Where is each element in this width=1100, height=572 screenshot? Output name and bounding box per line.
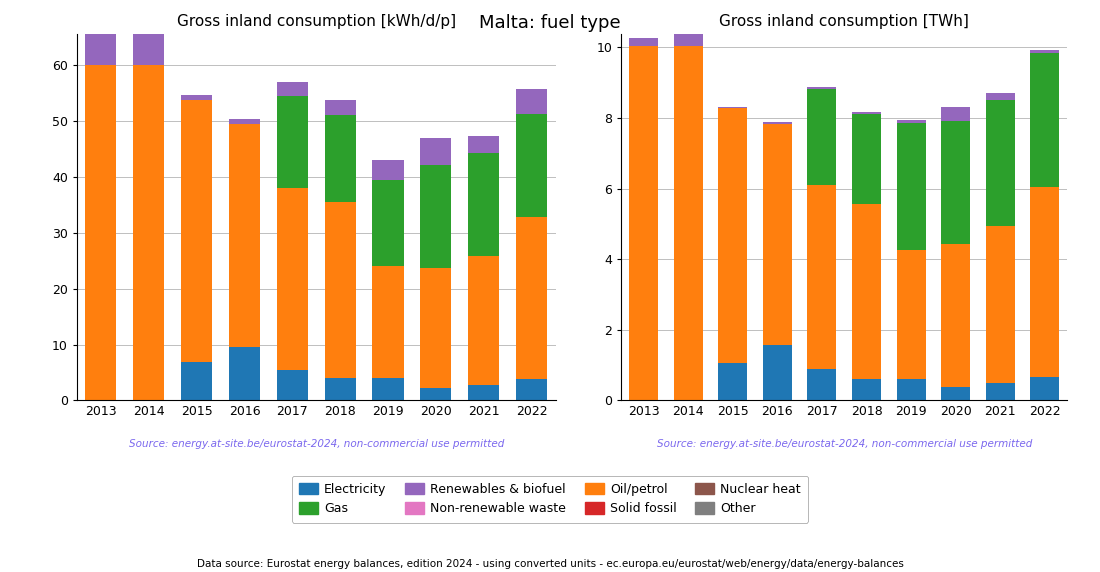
Bar	[763, 344, 792, 400]
Bar	[942, 107, 970, 121]
Bar	[469, 385, 499, 400]
Bar	[986, 93, 1014, 100]
Bar	[807, 88, 836, 89]
Bar	[133, 65, 164, 400]
Bar	[718, 107, 747, 109]
Bar	[420, 388, 451, 400]
Bar	[852, 112, 881, 114]
Text: Data source: Eurostat energy balances, edition 2024 - using converted units - ec: Data source: Eurostat energy balances, e…	[197, 559, 903, 569]
Bar	[986, 100, 1014, 227]
Bar	[324, 202, 355, 378]
Bar	[469, 136, 499, 153]
Bar	[629, 46, 658, 400]
Bar	[1031, 53, 1059, 187]
Bar	[807, 185, 836, 370]
Title: Gross inland consumption [kWh/d/p]: Gross inland consumption [kWh/d/p]	[177, 14, 455, 29]
Bar	[229, 124, 260, 347]
Bar	[373, 378, 404, 400]
Bar	[942, 244, 970, 387]
Bar	[807, 370, 836, 400]
Text: Source: energy.at-site.be/eurostat-2024, non-commercial use permitted: Source: energy.at-site.be/eurostat-2024,…	[129, 439, 504, 449]
Bar	[324, 116, 355, 202]
Bar	[896, 379, 925, 400]
Bar	[229, 347, 260, 400]
Bar	[229, 120, 260, 124]
Bar	[1031, 378, 1059, 400]
Bar	[896, 122, 925, 251]
Bar	[469, 153, 499, 256]
Bar	[718, 109, 747, 363]
Bar	[182, 100, 212, 363]
Bar	[516, 379, 547, 400]
Bar	[277, 82, 308, 96]
Bar	[420, 138, 451, 165]
Bar	[763, 122, 792, 124]
Bar	[373, 266, 404, 378]
Bar	[86, 65, 117, 400]
Bar	[1031, 187, 1059, 378]
Bar	[373, 160, 404, 180]
Bar	[674, 34, 703, 46]
Bar	[182, 363, 212, 400]
Text: Malta: fuel type: Malta: fuel type	[480, 14, 620, 32]
Bar	[516, 114, 547, 217]
Bar	[896, 251, 925, 379]
Bar	[852, 379, 881, 400]
Bar	[629, 38, 658, 46]
Bar	[420, 268, 451, 388]
Legend: Electricity, Gas, Renewables & biofuel, Non-renewable waste, Oil/petrol, Solid f: Electricity, Gas, Renewables & biofuel, …	[292, 475, 808, 523]
Bar	[674, 46, 703, 400]
Bar	[807, 89, 836, 185]
Bar	[896, 120, 925, 122]
Bar	[516, 89, 547, 114]
Bar	[942, 387, 970, 400]
Bar	[718, 363, 747, 400]
Bar	[516, 217, 547, 379]
Bar	[324, 100, 355, 116]
Bar	[133, 34, 164, 65]
Bar	[469, 256, 499, 385]
Bar	[1031, 50, 1059, 53]
Bar	[942, 121, 970, 244]
Bar	[763, 124, 792, 344]
Bar	[986, 227, 1014, 383]
Bar	[182, 96, 212, 100]
Text: Source: energy.at-site.be/eurostat-2024, non-commercial use permitted: Source: energy.at-site.be/eurostat-2024,…	[657, 439, 1032, 449]
Bar	[86, 34, 117, 65]
Bar	[277, 188, 308, 370]
Bar	[986, 383, 1014, 400]
Title: Gross inland consumption [TWh]: Gross inland consumption [TWh]	[719, 14, 969, 29]
Bar	[420, 165, 451, 268]
Bar	[852, 114, 881, 204]
Bar	[277, 370, 308, 400]
Bar	[852, 204, 881, 379]
Bar	[324, 378, 355, 400]
Bar	[373, 180, 404, 266]
Bar	[277, 96, 308, 188]
